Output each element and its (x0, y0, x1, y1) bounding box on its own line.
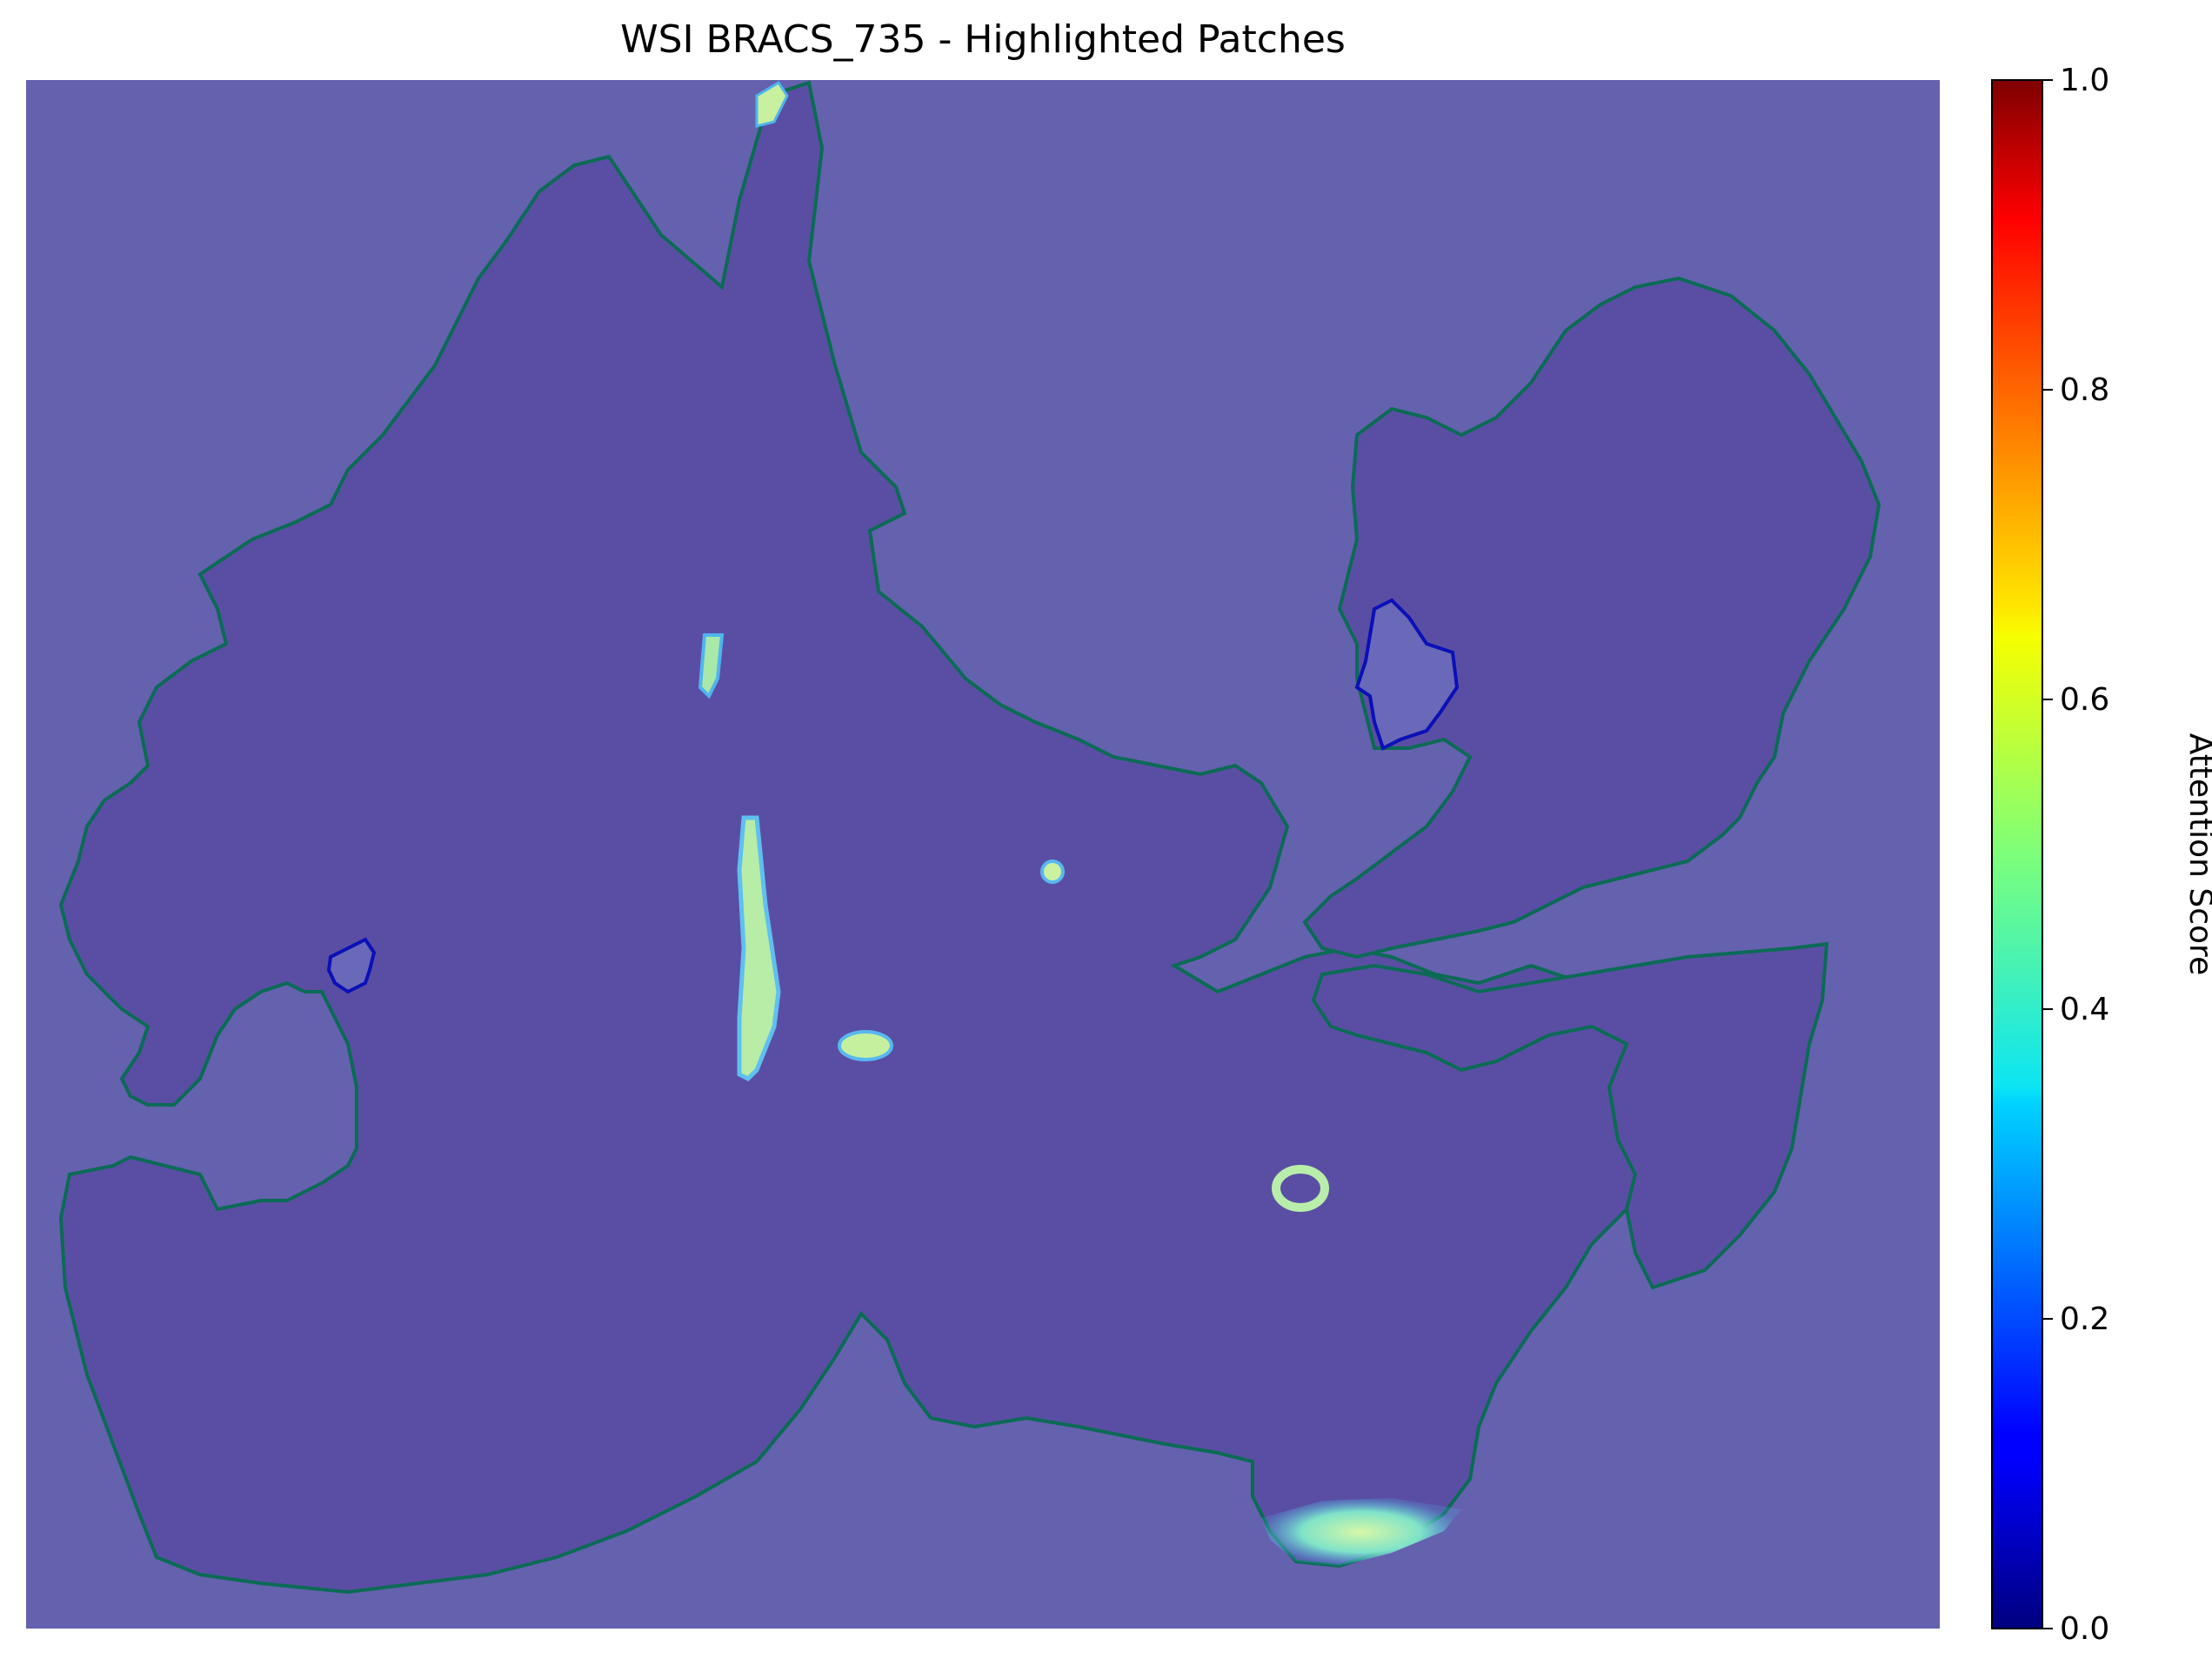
colorbar-label: Attention Score (2182, 733, 2212, 975)
colorbar-tick-label: 0.2 (2060, 1301, 2109, 1337)
attention-hotspots (698, 80, 1461, 1566)
heatmap-image (26, 80, 1940, 1629)
colorbar: 0.0 0.2 0.4 0.6 0.8 1.0 Attention Score (1991, 63, 2212, 1647)
hotspot-top-tip (755, 80, 789, 128)
colorbar-tick-label: 0.8 (2060, 372, 2109, 408)
hotspot-center-blob (838, 1030, 893, 1061)
low-score-contour-left (326, 937, 377, 994)
hotspot-upper-cluster (698, 633, 725, 699)
colorbar-tick-label: 1.0 (2060, 63, 2109, 98)
hotspot-ring (1272, 1165, 1329, 1212)
low-score-contour-right (1354, 598, 1460, 751)
colorbar-tick-label: 0.6 (2060, 682, 2109, 718)
hotspot-bottom-arc (1261, 1498, 1461, 1566)
colorbar-ticks: 0.0 0.2 0.4 0.6 0.8 1.0 (2042, 63, 2109, 1647)
colorbar-tick-label: 0.0 (2060, 1611, 2109, 1647)
chart-title: WSI BRACS_735 - Highlighted Patches (620, 17, 1346, 62)
tissue-region-right (1302, 276, 1881, 960)
hotspot-small-dot (1040, 860, 1065, 884)
colorbar-tick-label: 0.4 (2060, 992, 2109, 1027)
hotspot-vertical-streak (737, 815, 781, 1082)
colorbar-gradient (1991, 79, 2043, 1629)
tissue-region-right-lower (1311, 941, 1829, 1290)
tissue-region-main (58, 80, 1638, 1595)
